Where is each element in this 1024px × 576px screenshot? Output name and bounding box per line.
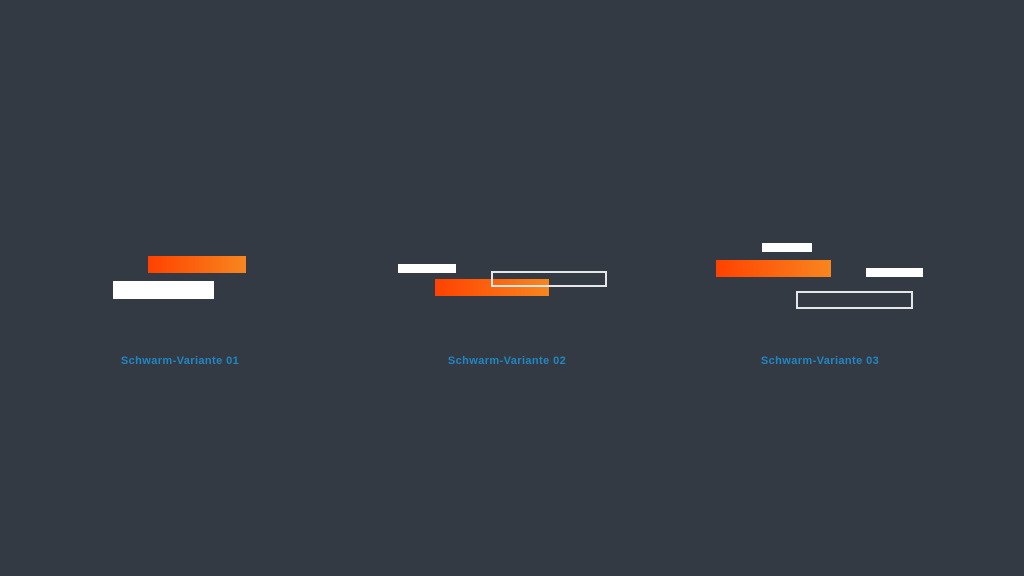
- variant-01-label: Schwarm-Variante 01: [120, 355, 240, 367]
- variant-03-orange-bar: [716, 260, 831, 277]
- variant-03-white-bar-top: [762, 243, 812, 252]
- variant-03-white-bar-right: [866, 268, 923, 277]
- variant-02-label: Schwarm-Variante 02: [447, 355, 567, 367]
- variant-03-label: Schwarm-Variante 03: [760, 355, 880, 367]
- variant-01-orange-bar: [148, 256, 246, 273]
- variant-02-outline-bar: [491, 271, 607, 287]
- variant-01-white-bar: [113, 281, 214, 299]
- variant-02-orange-bar: [435, 279, 549, 296]
- variant-03-outline-bar: [796, 291, 913, 309]
- variant-02-white-bar: [398, 264, 456, 273]
